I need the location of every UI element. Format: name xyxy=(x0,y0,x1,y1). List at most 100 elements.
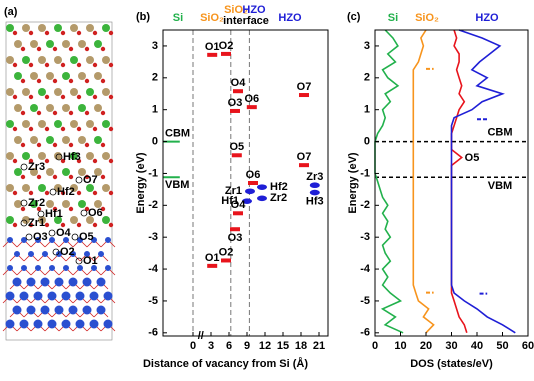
atom-o xyxy=(21,111,25,115)
atom-o xyxy=(77,31,81,35)
atom-o xyxy=(93,95,97,99)
structure-label: O6 xyxy=(88,207,103,219)
legend-label: Si xyxy=(388,12,398,24)
atom-hf xyxy=(14,104,22,112)
atom-hf xyxy=(62,104,70,112)
atom-hf xyxy=(6,24,14,32)
atom-o xyxy=(109,191,113,195)
atom-o xyxy=(21,79,25,83)
atom-o xyxy=(29,127,33,131)
atom-o xyxy=(69,47,73,51)
region-label: interface xyxy=(223,15,269,27)
defect-label: O6 xyxy=(246,169,261,181)
structure-label: Hf1 xyxy=(45,208,63,220)
y-tick-label: 1 xyxy=(152,104,158,116)
atom-hf xyxy=(102,184,110,192)
x-tick-label: 9 xyxy=(244,340,250,352)
atom-o xyxy=(13,127,17,131)
atom-si xyxy=(6,292,15,301)
atom-o xyxy=(21,175,25,179)
atom-hf xyxy=(46,168,54,176)
atom-o xyxy=(77,191,81,195)
atom-o xyxy=(85,111,89,115)
atom-hf xyxy=(46,136,54,144)
atom-si xyxy=(98,251,104,257)
atom-si xyxy=(7,237,13,243)
atom-hf xyxy=(62,200,70,208)
atom-si xyxy=(20,292,29,301)
atom-o xyxy=(53,143,57,147)
atom-si xyxy=(48,320,57,329)
atom-hf xyxy=(78,136,86,144)
atom-si xyxy=(49,237,55,243)
region-label: SiO₂ xyxy=(200,12,224,24)
atom-hf xyxy=(94,104,102,112)
atom-o xyxy=(93,159,97,163)
atom-hf xyxy=(30,40,38,48)
atom-hf xyxy=(86,24,94,32)
atom-hf xyxy=(6,88,14,96)
atom-si xyxy=(62,292,71,301)
atom-hf xyxy=(78,104,86,112)
atom-o xyxy=(45,159,49,163)
defect-label: O7 xyxy=(297,81,312,93)
defect-level xyxy=(233,89,243,93)
atom-o xyxy=(101,79,105,83)
atom-hf xyxy=(86,120,94,128)
defect-level xyxy=(310,182,320,188)
atom-hf xyxy=(22,152,30,160)
atom-hf xyxy=(46,104,54,112)
x-tick-label: 40 xyxy=(471,340,483,352)
region-label: Si xyxy=(173,12,183,24)
atom-hf xyxy=(38,24,46,32)
atom-o xyxy=(61,63,65,67)
atom-hf xyxy=(62,136,70,144)
defect-label: O2 xyxy=(219,40,234,52)
atom-hf xyxy=(6,120,14,128)
atom-hf xyxy=(54,152,62,160)
atom-si xyxy=(97,306,106,315)
atom-si xyxy=(76,292,85,301)
atom-o xyxy=(101,111,105,115)
defect-level xyxy=(232,153,242,157)
y-tick-label: 0 xyxy=(364,135,370,147)
atom-o xyxy=(61,127,65,131)
atom-o xyxy=(13,159,17,163)
atom-hf xyxy=(102,120,110,128)
atom-o xyxy=(13,191,17,195)
atom-o xyxy=(109,159,113,163)
structure-label: O3 xyxy=(33,231,48,243)
y-tick-label: -5 xyxy=(360,295,370,307)
atom-hf xyxy=(102,88,110,96)
y-tick-label: -6 xyxy=(148,327,158,339)
defect-level xyxy=(257,196,267,202)
atom-o xyxy=(69,79,73,83)
dos-curve xyxy=(375,30,403,333)
defect-label: Zr2 xyxy=(270,192,287,204)
atom-hf xyxy=(38,88,46,96)
atom-o xyxy=(101,175,105,179)
structure-label: O2 xyxy=(60,246,75,258)
atom-hf xyxy=(102,152,110,160)
atom-si xyxy=(13,306,22,315)
legend-label: SiO₂ xyxy=(415,12,439,24)
atom-o xyxy=(53,111,57,115)
atom-hf xyxy=(102,24,110,32)
defect-label: O3 xyxy=(228,232,243,244)
atom-hf xyxy=(86,88,94,96)
atom-si xyxy=(55,306,64,315)
y-tick-label: 3 xyxy=(152,40,158,52)
atom-o xyxy=(29,31,33,35)
atom-o xyxy=(69,143,73,147)
figure: Hf3Zr3O7Hf2Zr2O6Hf1Zr1O3O4O5O2O1 (a)(b)(… xyxy=(0,0,534,381)
atom-si xyxy=(41,306,50,315)
atom-si xyxy=(6,320,15,329)
defect-label: O6 xyxy=(244,93,259,105)
x-tick-label: 15 xyxy=(277,340,289,352)
atom-si xyxy=(76,320,85,329)
defect-label: O4 xyxy=(231,77,247,89)
atom-o xyxy=(37,175,41,179)
defect-label: O5 xyxy=(229,141,244,153)
structure-label: Hf3 xyxy=(63,151,81,163)
atom-o xyxy=(69,175,73,179)
